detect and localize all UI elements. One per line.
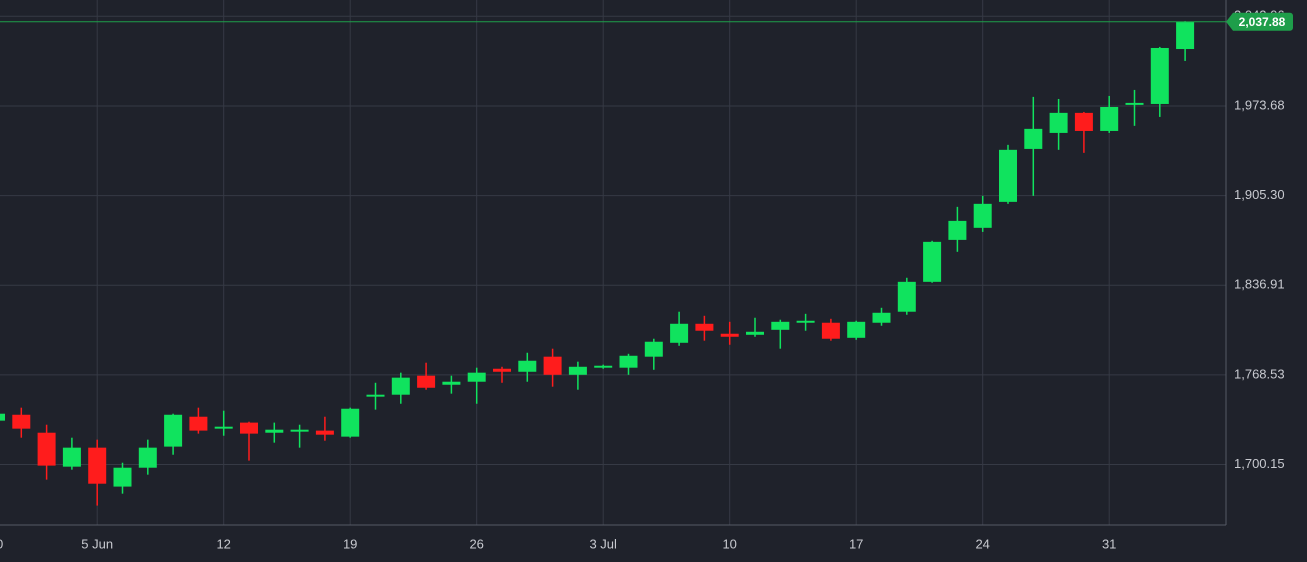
x-tick-label: 5 Jun (81, 536, 113, 551)
candle-body (847, 321, 866, 338)
candle-body (771, 321, 790, 330)
x-tick-label: 17 (849, 536, 863, 551)
x-tick-label: 31 (1102, 536, 1116, 551)
candle-body (391, 377, 410, 395)
y-tick-label: 1,836.91 (1234, 277, 1285, 292)
candle-body (821, 322, 840, 339)
x-tick-label: 20 (0, 536, 3, 551)
candle-body (872, 312, 891, 323)
candle-body (164, 414, 183, 447)
candle-body (1024, 128, 1043, 149)
candle-body (518, 360, 537, 372)
x-tick-label: 26 (469, 536, 483, 551)
candle-body (1176, 21, 1195, 50)
candle-body (290, 429, 309, 432)
x-tick-label: 10 (722, 536, 736, 551)
candle-body (594, 365, 613, 368)
candle-body (746, 331, 764, 335)
candle-body (214, 426, 233, 429)
candle-body (62, 447, 81, 467)
candle-body (467, 372, 486, 382)
candle-body (341, 408, 360, 437)
candle-body (1049, 112, 1068, 133)
candle-body (796, 320, 815, 323)
candle-body (1125, 102, 1144, 105)
candle-body (897, 281, 916, 312)
x-tick-label: 12 (216, 536, 230, 551)
candle-body (720, 333, 739, 337)
candle-body (923, 241, 942, 282)
candle-body (568, 366, 587, 375)
last-price-label: 2,037.88 (1239, 15, 1286, 29)
y-tick-label: 1,700.15 (1234, 456, 1285, 471)
candle-body (543, 356, 562, 375)
candle-body (37, 432, 56, 466)
candle-body (240, 422, 258, 434)
y-tick-label: 1,768.53 (1234, 366, 1285, 381)
candle-body (138, 447, 157, 468)
x-tick-label: 24 (975, 536, 989, 551)
candle-body (315, 430, 334, 435)
candle-body (12, 414, 31, 429)
candle-body (948, 220, 967, 240)
last-price-tag (1226, 12, 1293, 31)
candle-body (619, 355, 638, 368)
candle-body (999, 149, 1017, 202)
candle-body (1150, 47, 1169, 104)
candle-body (1100, 106, 1119, 131)
candle-body (973, 203, 992, 228)
x-tick-label: 19 (343, 536, 357, 551)
candle-body (695, 323, 714, 331)
y-tick-label: 1,973.68 (1234, 97, 1285, 112)
candle-body (442, 381, 461, 385)
x-tick-label: 3 Jul (589, 536, 617, 551)
candle-body (670, 323, 689, 343)
candle-body (644, 341, 663, 357)
candle-body (189, 416, 208, 431)
candle-body (1074, 112, 1093, 131)
candle-body (366, 394, 385, 397)
candle-body (493, 368, 511, 372)
candle-body (113, 467, 132, 487)
candle-body (265, 429, 284, 433)
candle-body (88, 447, 107, 484)
y-tick-label: 1,905.30 (1234, 187, 1285, 202)
candle-body (417, 375, 436, 388)
candle-body (0, 413, 5, 421)
